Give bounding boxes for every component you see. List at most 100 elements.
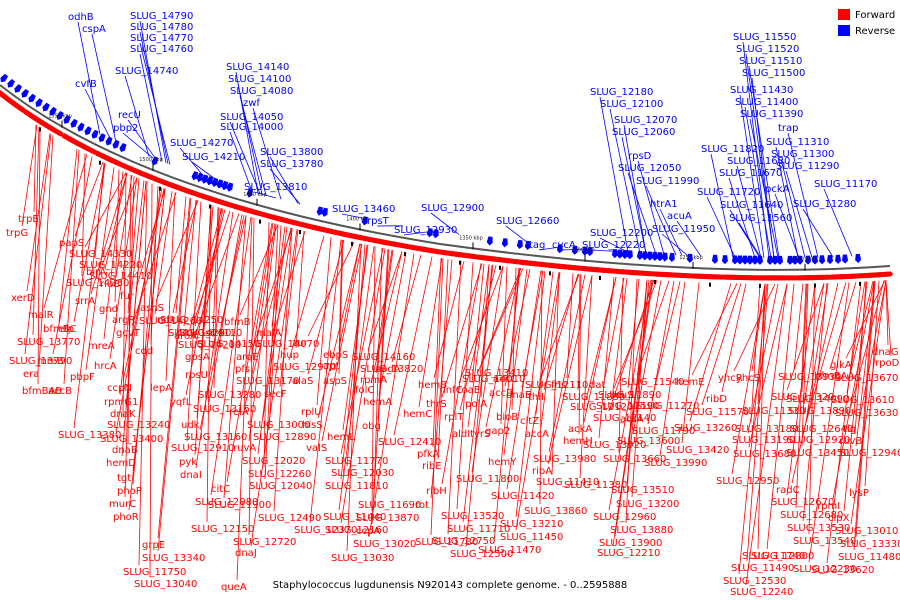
reverse-gene-label-pcka: pckA [765,184,790,195]
forward-callout-line [309,239,342,524]
forward-callout-line [338,246,375,511]
reverse-gene-labels: odhBcspASLUG_14790SLUG_14780SLUG_14770SL… [68,11,877,251]
forward-gene-label-slug-12230: SLUG_12230 [793,564,856,575]
forward-callout-line [157,197,191,539]
reverse-callout-line [823,188,853,257]
forward-callout-line [340,247,384,455]
forward-gene-label-slug-13450: SLUG_13450 [786,448,849,459]
reverse-gene-arrow [486,236,493,246]
forward-gene-label-slug-12040: SLUG_12040 [249,481,312,492]
forward-gene-label-slug-13620: SLUG_13620 [811,565,874,576]
reverse-gene-arrow [70,118,78,128]
forward-callout-line [73,163,106,429]
forward-callout-line [578,274,582,435]
forward-callout-line [627,278,640,389]
forward-gene-label-aroa: aroA [174,331,197,342]
reverse-callout-line [127,119,157,160]
forward-gene-label-slug-12140: SLUG_12140 [593,413,656,424]
forward-gene-label-malr: malR [28,310,54,321]
reverse-gene-label-slug-13780: SLUG_13780 [260,159,323,170]
reverse-gene-arrow [819,255,826,265]
forward-gene-label-slug-11410: SLUG_11410 [536,477,599,488]
forward-callout-line [791,282,839,484]
forward-gene-label-slug-12640: SLUG_12640 [790,424,853,435]
forward-callout-line [659,281,686,457]
forward-gene-label-slug-13530: SLUG_13530 [787,523,850,534]
forward-gene-label-slug-13380: SLUG_13380 [58,430,121,441]
forward-gene-arrow [52,127,60,135]
forward-gene-label-hrca: hrcA [94,361,117,372]
forward-callout-line [157,198,192,552]
forward-callout-line [208,214,243,403]
reverse-gene-label-slug-12050: SLUG_12050 [618,163,681,174]
forward-callout-line [321,243,363,442]
reverse-callout-line [736,165,762,258]
forward-gene-label-slug-11710: SLUG_11710 [447,524,510,535]
forward-gene-label-hiss: hisS [302,420,323,431]
genome-backbone [0,84,891,271]
forward-gene-labels: trpE trpG papSSLUG_14330SLUG_14220SLUG_144… [6,214,900,598]
forward-callout-line [250,229,298,547]
forward-gene-label-slug-12150: SLUG_12150 [191,524,254,535]
forward-gene-label-slug-11750: SLUG_11750 [123,567,186,578]
track-marker [209,204,211,209]
forward-callout-line [391,254,422,363]
forward-gene-label-slug-12160: SLUG_12160 [325,525,388,536]
forward-gene-label-acka: ackA [568,424,592,435]
reverse-gene-arrow [797,255,804,265]
forward-callout-line [194,204,212,456]
forward-gene-label-quea: queA [221,582,247,593]
track-marker [654,279,656,284]
forward-callout-line [467,264,490,428]
reverse-gene-arrow [812,255,819,265]
forward-callout-line [493,267,520,544]
reverse-gene-label-slug-12180: SLUG_12180 [590,87,653,98]
forward-callout-line [795,283,807,509]
forward-callout-line [239,224,279,316]
reverse-gene-label-cspa: cspA [82,24,106,35]
forward-gene-label-ccpa: ccpA [356,526,380,537]
reverse-gene-arrow [686,253,693,263]
forward-callout-line [465,264,493,548]
forward-gene-label-dnak: dnaK [110,409,136,420]
forward-callout-line [733,283,776,372]
forward-gene-arrow [195,191,203,198]
forward-gene-label-rplu: rplU [301,407,322,418]
reverse-gene-arrow [586,246,593,257]
forward-gene-label-rot: rot [415,500,429,511]
reverse-callout-line [751,77,775,258]
forward-gene-label-tig: tig [843,424,856,435]
forward-callout-line [109,177,138,360]
forward-gene-label-slug-12680: SLUG_12680 [780,510,843,521]
forward-callout-line [307,240,345,375]
forward-gene-label-lepa: lepA [150,383,172,394]
forward-callout-line [832,281,875,500]
forward-callout-line [150,185,159,345]
forward-callout-line [74,162,104,237]
forward-gene-label-slug-12500: SLUG_12500 [450,549,513,560]
reverse-callout-line [710,153,734,258]
forward-gene-label-slug-14260: SLUG_14260 [139,316,202,327]
track-marker [404,252,406,257]
forward-gene-label-slug-11690: SLUG_11690 [358,500,421,511]
forward-gene-label-folc: folC [355,385,374,396]
track-marker [499,265,501,270]
reverse-gene-label-cyca: cycA [552,240,576,251]
reverse-gene-arrow [246,188,254,198]
reverse-gene-label-htra1: htrA1 [650,199,678,210]
forward-gene-label-hemc: hemC [403,409,432,420]
forward-callout-line [432,258,442,448]
forward-callout-line [566,273,574,379]
forward-gene-label-ebps: ebpS [323,350,348,361]
reverse-callout-line [738,222,762,259]
forward-callout-line [340,244,368,480]
forward-callout-line [826,281,862,564]
forward-callout-line [377,248,389,420]
forward-callout-line [104,173,128,270]
forward-gene-label-paps: papS [59,238,84,249]
reverse-callout-line [239,95,267,196]
reverse-gene-arrow [77,122,85,132]
forward-callout-line [370,251,403,384]
forward-gene-label-slug-12030: SLUG_12030 [331,468,394,479]
forward-gene-label-slug-11320: SLUG_11320 [771,392,834,403]
